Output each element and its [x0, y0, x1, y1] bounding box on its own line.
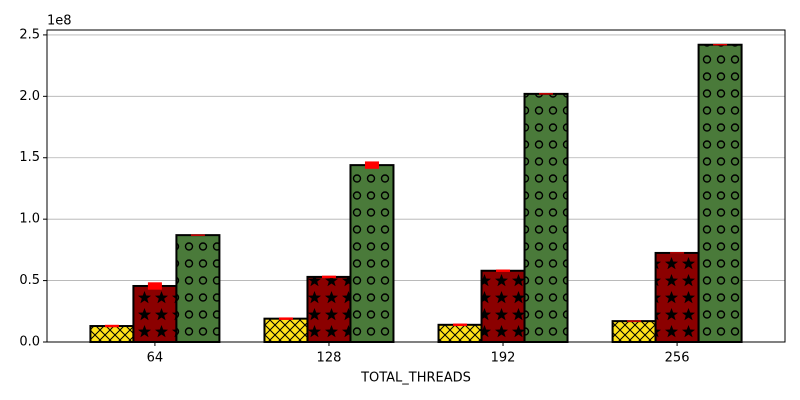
y-tick-label: 1.0 [19, 212, 40, 227]
x-tick-label: 192 [491, 351, 516, 366]
bar-hatch [264, 318, 308, 342]
x-tick-label: 128 [317, 351, 342, 366]
bar-hatch [90, 326, 134, 342]
y-tick-label: 0.0 [19, 335, 40, 350]
bar-hatch [655, 252, 699, 342]
y-tick-label: 1.5 [19, 150, 40, 165]
bar-hatch [612, 321, 656, 342]
bar-hatch [307, 276, 351, 342]
bar-hatch [133, 285, 177, 342]
y-tick-label: 2.5 [19, 27, 40, 42]
bar-hatch [350, 165, 394, 342]
bar-hatch [698, 44, 742, 342]
bar-hatch [524, 93, 568, 342]
y-tick-label: 2.0 [19, 89, 40, 104]
plot-frame [46, 29, 786, 343]
x-tick-label: 256 [665, 351, 690, 366]
y-offset-label: 1e8 [47, 14, 72, 29]
x-axis-label: TOTAL_THREADS [360, 371, 471, 386]
x-tick-label: 64 [147, 351, 164, 366]
bar-hatch [176, 235, 220, 342]
bar-hatch [481, 270, 525, 342]
bar-hatch [438, 324, 482, 342]
y-tick-label: 0.5 [19, 273, 40, 288]
